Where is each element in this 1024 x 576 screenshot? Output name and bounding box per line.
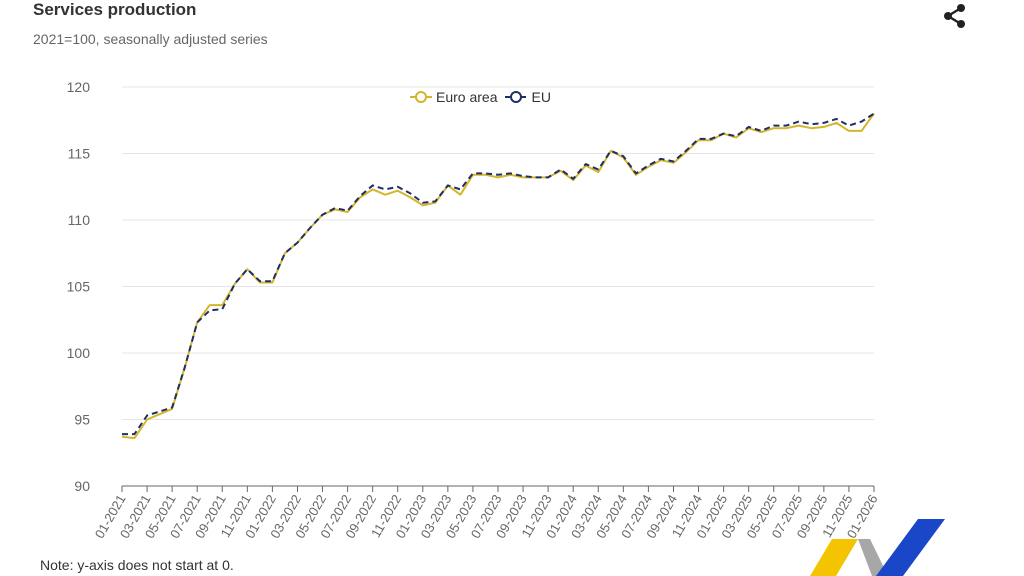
gridlines (122, 86, 874, 420)
share-icon[interactable] (940, 3, 968, 29)
y-tick-label: 95 (74, 412, 90, 428)
legend: Euro area EU (410, 89, 559, 105)
y-tick-label: 90 (74, 478, 90, 494)
series-line-eu[interactable] (122, 112, 875, 436)
footnote: Note: y-axis does not start at 0. (40, 557, 234, 573)
y-tick-label: 105 (67, 279, 91, 295)
logo-icon (810, 519, 945, 576)
legend-item-eu[interactable]: EU (505, 89, 551, 105)
x-axis: 01-202103-202105-202107-202109-202111-20… (92, 485, 881, 541)
y-tick-label: 100 (67, 345, 91, 361)
legend-item-euro-area[interactable]: Euro area (410, 89, 497, 105)
eu-marker-icon (505, 91, 528, 103)
legend-label-eu: EU (531, 89, 551, 105)
chart-title: Services production (33, 0, 197, 19)
y-axis: 90 95 100 105 110 115 120 (67, 79, 91, 494)
y-tick-label: 110 (68, 212, 91, 228)
legend-label-euro-area: Euro area (436, 89, 498, 105)
series-line-euro-area[interactable] (121, 113, 875, 440)
y-tick-label: 120 (67, 79, 91, 95)
euro-area-marker-icon (410, 91, 432, 103)
series-lines (121, 112, 875, 440)
chart-subtitle: 2021=100, seasonally adjusted series (33, 31, 268, 47)
y-tick-label: 115 (68, 146, 91, 162)
